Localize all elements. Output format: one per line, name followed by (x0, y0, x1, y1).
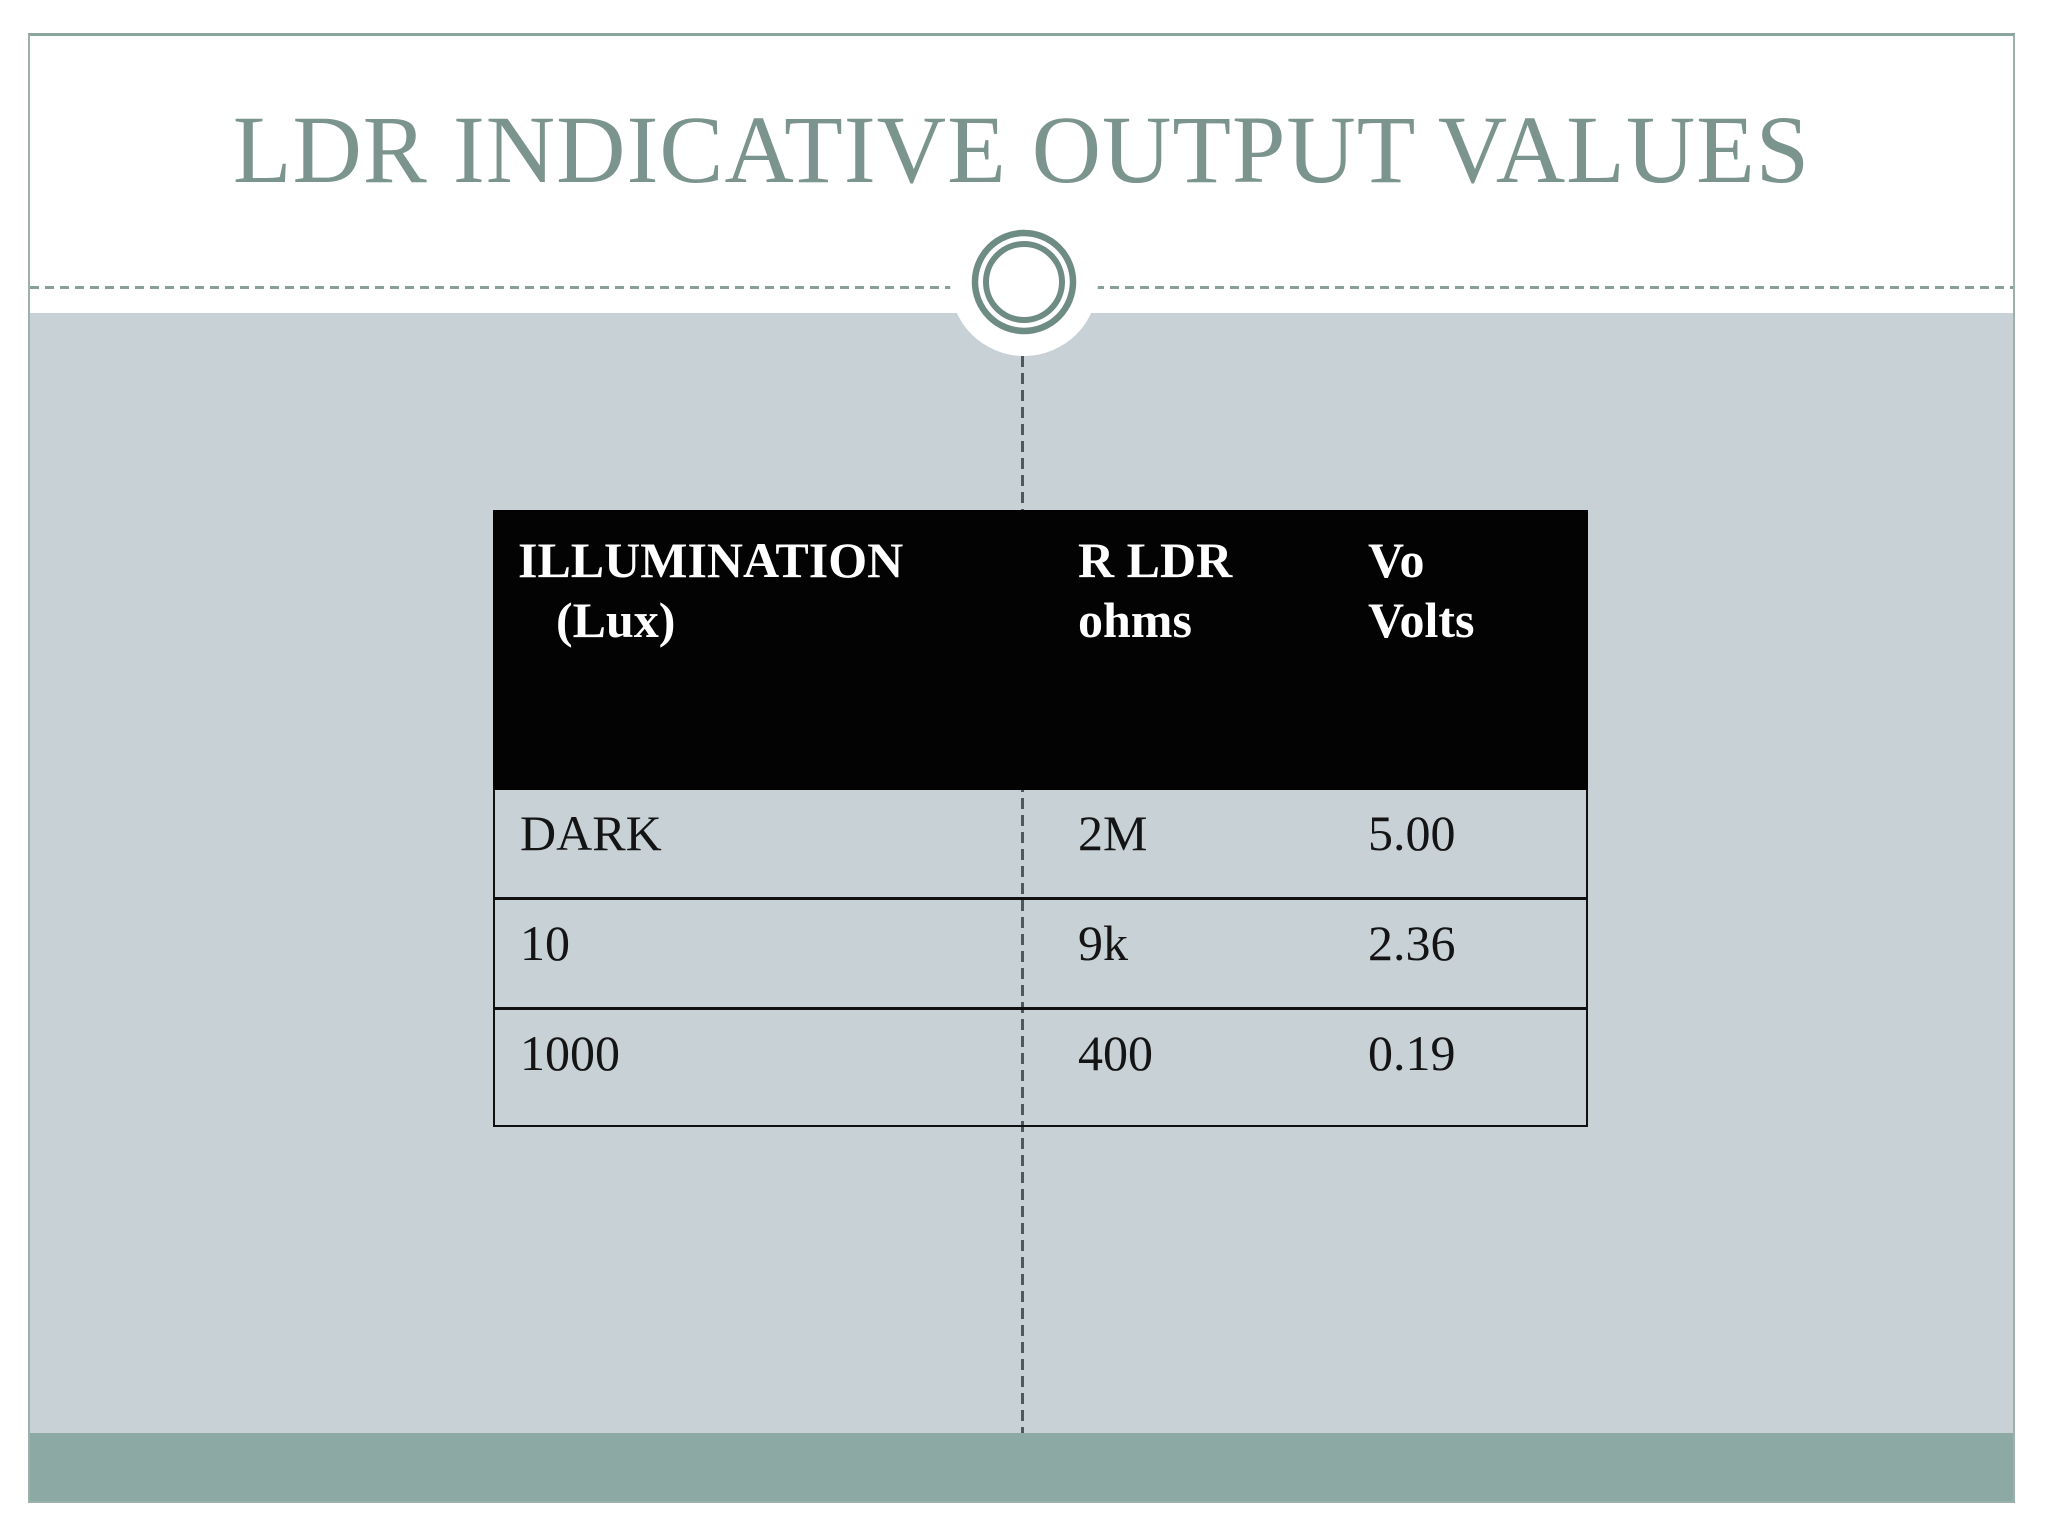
header-label: R LDR (1078, 532, 1233, 588)
table-row-1000lux: 1000 400 0.19 (495, 1010, 1586, 1125)
header-sublabel: (Lux) (556, 592, 676, 648)
data-table: ILLUMINATION (Lux) R LDR ohms Vo Volts D… (493, 510, 1588, 1127)
table-body: DARK 2M 5.00 10 9k 2.36 1000 400 0.19 (493, 790, 1588, 1127)
header-cell-illumination: ILLUMINATION (Lux) (493, 530, 1078, 790)
cell-r-ldr: 400 (1078, 1025, 1153, 1081)
cell-illumination: DARK (520, 805, 662, 861)
slide: LDR INDICATIVE OUTPUT VALUES ILLUMINATIO… (28, 33, 2015, 1503)
header-label: Vo (1368, 532, 1425, 588)
cell-illumination: 10 (520, 915, 570, 971)
footer-bar (30, 1433, 2013, 1501)
header-cell-r-ldr: R LDR ohms (1078, 530, 1368, 790)
table-header-row: ILLUMINATION (Lux) R LDR ohms Vo Volts (493, 510, 1588, 790)
cell-r-ldr: 9k (1078, 915, 1128, 971)
cell-vo: 2.36 (1368, 915, 1456, 971)
cell-vo: 5.00 (1368, 805, 1456, 861)
header-label: ILLUMINATION (518, 532, 904, 588)
header-sublabel: ohms (1078, 592, 1192, 648)
circle-ornament-icon (950, 208, 1098, 356)
header-cell-vo: Vo Volts (1368, 530, 1588, 790)
cell-r-ldr: 2M (1078, 805, 1148, 861)
center-guide-dashed-line (1021, 356, 1024, 1433)
cell-vo: 0.19 (1368, 1025, 1456, 1081)
slide-title: LDR INDICATIVE OUTPUT VALUES (232, 96, 1811, 203)
header-sublabel: Volts (1368, 592, 1475, 648)
table-row-dark: DARK 2M 5.00 (495, 790, 1586, 900)
table-row-10lux: 10 9k 2.36 (495, 900, 1586, 1010)
cell-illumination: 1000 (520, 1025, 620, 1081)
